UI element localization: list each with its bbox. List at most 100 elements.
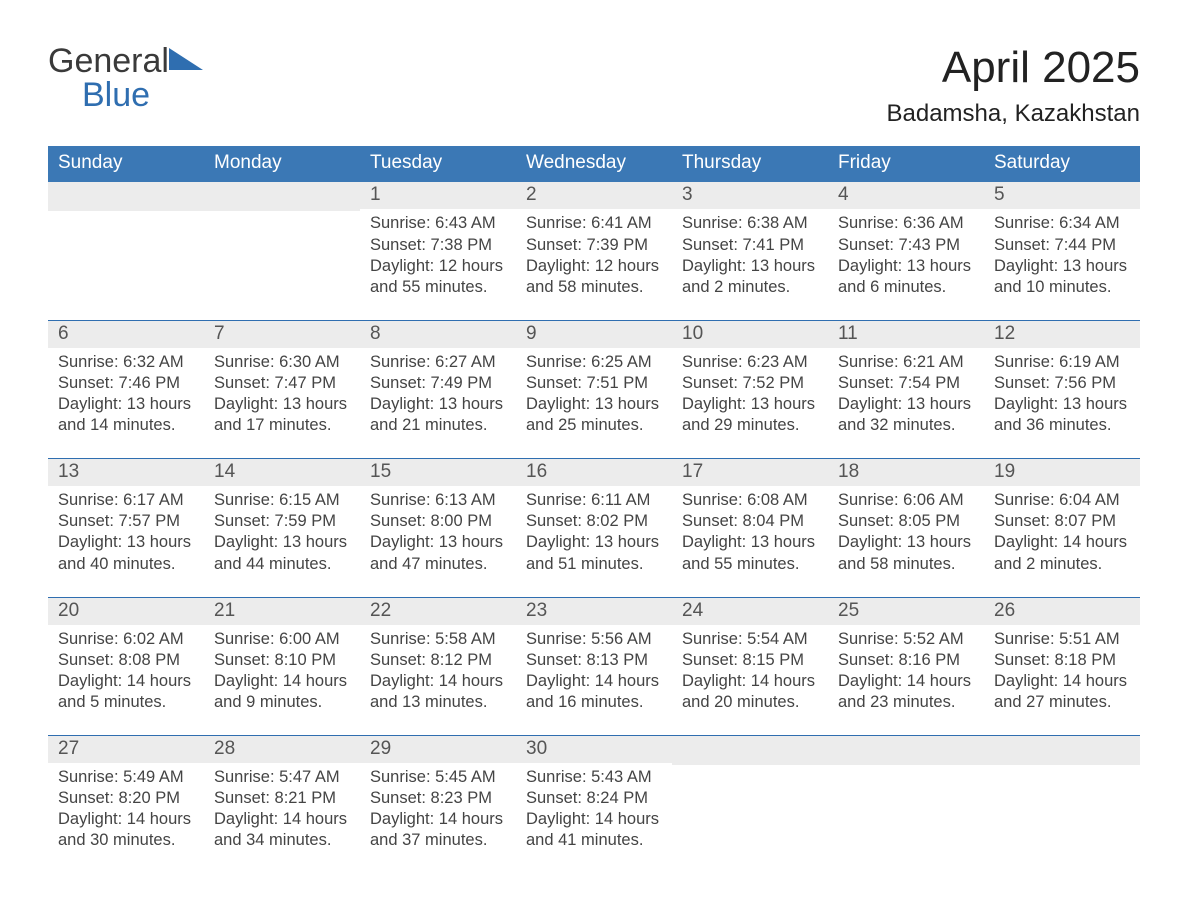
calendar-day-cell: 21Sunrise: 6:00 AMSunset: 8:10 PMDayligh… [204,597,360,735]
weekday-header: Thursday [672,146,828,182]
sunset-text: Sunset: 8:02 PM [526,511,662,532]
daylight-text: Daylight: 13 hours and 17 minutes. [214,394,350,436]
day-info: Sunrise: 6:19 AMSunset: 7:56 PMDaylight:… [984,348,1140,436]
sunrise-text: Sunrise: 6:27 AM [370,352,506,373]
calendar-day-cell: 4Sunrise: 6:36 AMSunset: 7:43 PMDaylight… [828,182,984,320]
logo-text-block: General Blue [48,44,169,112]
day-info: Sunrise: 6:36 AMSunset: 7:43 PMDaylight:… [828,209,984,297]
location-subtitle: Badamsha, Kazakhstan [887,100,1141,128]
day-number: 14 [204,459,360,486]
sunrise-text: Sunrise: 6:08 AM [682,490,818,511]
day-info: Sunrise: 5:56 AMSunset: 8:13 PMDaylight:… [516,625,672,713]
day-info: Sunrise: 5:52 AMSunset: 8:16 PMDaylight:… [828,625,984,713]
calendar-day-cell: 18Sunrise: 6:06 AMSunset: 8:05 PMDayligh… [828,459,984,597]
daylight-text: Daylight: 13 hours and 51 minutes. [526,532,662,574]
sunrise-text: Sunrise: 6:43 AM [370,213,506,234]
day-number [48,182,204,211]
calendar-day-cell: 29Sunrise: 5:45 AMSunset: 8:23 PMDayligh… [360,736,516,874]
day-info: Sunrise: 5:58 AMSunset: 8:12 PMDaylight:… [360,625,516,713]
daylight-text: Daylight: 13 hours and 29 minutes. [682,394,818,436]
weekday-header: Monday [204,146,360,182]
weekday-header: Tuesday [360,146,516,182]
sunset-text: Sunset: 7:56 PM [994,373,1130,394]
calendar-day-cell: 7Sunrise: 6:30 AMSunset: 7:47 PMDaylight… [204,320,360,458]
calendar-day-cell: 6Sunrise: 6:32 AMSunset: 7:46 PMDaylight… [48,320,204,458]
calendar-day-cell [984,736,1140,874]
day-number: 10 [672,321,828,348]
day-number: 25 [828,598,984,625]
calendar-day-cell: 16Sunrise: 6:11 AMSunset: 8:02 PMDayligh… [516,459,672,597]
calendar-day-cell: 27Sunrise: 5:49 AMSunset: 8:20 PMDayligh… [48,736,204,874]
calendar-day-cell: 20Sunrise: 6:02 AMSunset: 8:08 PMDayligh… [48,597,204,735]
calendar-day-cell: 30Sunrise: 5:43 AMSunset: 8:24 PMDayligh… [516,736,672,874]
daylight-text: Daylight: 13 hours and 36 minutes. [994,394,1130,436]
day-number: 3 [672,182,828,209]
calendar-week-row: 1 Sunrise: 6:43 AMSunset: 7:38 PM Daylight… [48,182,1140,320]
daylight-text: Daylight: 13 hours and 10 minutes. [994,256,1130,298]
daylight-text: Daylight: 14 hours and 13 minutes. [370,671,506,713]
day-info: Sunrise: 6:08 AMSunset: 8:04 PMDaylight:… [672,486,828,574]
day-number: 29 [360,736,516,763]
daylight-text: Daylight: 14 hours and 20 minutes. [682,671,818,713]
calendar-week-row: 6Sunrise: 6:32 AMSunset: 7:46 PMDaylight… [48,320,1140,458]
calendar-day-cell [828,736,984,874]
sunrise-text: Sunrise: 6:11 AM [526,490,662,511]
sunset-text: Sunset: 8:07 PM [994,511,1130,532]
day-info: Sunrise: 6:13 AMSunset: 8:00 PMDaylight:… [360,486,516,574]
day-number: 15 [360,459,516,486]
sunrise-text: Sunrise: 6:04 AM [994,490,1130,511]
day-number: 17 [672,459,828,486]
day-info: Sunrise: 6:41 AMSunset: 7:39 PMDaylight:… [516,209,672,297]
sunrise-text: Sunrise: 6:25 AM [526,352,662,373]
sunset-text: Sunset: 8:04 PM [682,511,818,532]
sunrise-text: Sunrise: 6:17 AM [58,490,194,511]
calendar-day-cell: 19Sunrise: 6:04 AMSunset: 8:07 PMDayligh… [984,459,1140,597]
daylight-text: Daylight: 13 hours and 32 minutes. [838,394,974,436]
sunset-text: Sunset: 8:08 PM [58,650,194,671]
sunset-text: Sunset: 7:43 PM [838,235,974,256]
sunset-text: Sunset: 7:47 PM [214,373,350,394]
day-info: Sunrise: 5:51 AMSunset: 8:18 PMDaylight:… [984,625,1140,713]
day-number: 19 [984,459,1140,486]
page-header: General Blue April 2025 Badamsha, Kazakh… [48,44,1140,128]
sunrise-text: Sunrise: 6:19 AM [994,352,1130,373]
daylight-text: Daylight: 13 hours and 6 minutes. [838,256,974,298]
sunrise-text: Sunrise: 5:47 AM [214,767,350,788]
sunset-text: Sunset: 7:41 PM [682,235,818,256]
daylight-text: Daylight: 14 hours and 16 minutes. [526,671,662,713]
day-info: Sunrise: 6:27 AMSunset: 7:49 PMDaylight:… [360,348,516,436]
sunset-text: Sunset: 7:44 PM [994,235,1130,256]
sunset-text: Sunset: 8:21 PM [214,788,350,809]
month-title: April 2025 [887,44,1141,92]
day-number: 13 [48,459,204,486]
day-info: Sunrise: 6:23 AMSunset: 7:52 PMDaylight:… [672,348,828,436]
sunrise-text: Sunrise: 5:45 AM [370,767,506,788]
day-number: 1 [360,182,516,209]
calendar-day-cell: 23Sunrise: 5:56 AMSunset: 8:13 PMDayligh… [516,597,672,735]
sunrise-text: Sunrise: 6:02 AM [58,629,194,650]
day-number [828,736,984,765]
day-number: 9 [516,321,672,348]
day-number [672,736,828,765]
calendar-day-cell: 10Sunrise: 6:23 AMSunset: 7:52 PMDayligh… [672,320,828,458]
calendar-day-cell: 8Sunrise: 6:27 AMSunset: 7:49 PMDaylight… [360,320,516,458]
sunrise-text: Sunrise: 6:34 AM [994,213,1130,234]
sunset-text: Sunset: 8:24 PM [526,788,662,809]
day-number: 23 [516,598,672,625]
calendar-day-cell: 11Sunrise: 6:21 AMSunset: 7:54 PMDayligh… [828,320,984,458]
day-info: Sunrise: 6:11 AMSunset: 8:02 PMDaylight:… [516,486,672,574]
calendar-day-cell: 25Sunrise: 5:52 AMSunset: 8:16 PMDayligh… [828,597,984,735]
sunrise-text: Sunrise: 5:54 AM [682,629,818,650]
daylight-text: Daylight: 14 hours and 23 minutes. [838,671,974,713]
calendar-day-cell: 28Sunrise: 5:47 AMSunset: 8:21 PMDayligh… [204,736,360,874]
day-number: 22 [360,598,516,625]
day-info: Sunrise: 6:06 AMSunset: 8:05 PMDaylight:… [828,486,984,574]
weekday-header: Friday [828,146,984,182]
sunset-text: Sunset: 7:38 PM [370,235,506,256]
daylight-text: Daylight: 13 hours and 2 minutes. [682,256,818,298]
calendar-table: SundayMondayTuesdayWednesdayThursdayFrid… [48,146,1140,873]
logo: General Blue [48,44,203,112]
calendar-day-cell: 3Sunrise: 6:38 AMSunset: 7:41 PMDaylight… [672,182,828,320]
day-info: Sunrise: 6:04 AMSunset: 8:07 PMDaylight:… [984,486,1140,574]
sunset-text: Sunset: 8:13 PM [526,650,662,671]
